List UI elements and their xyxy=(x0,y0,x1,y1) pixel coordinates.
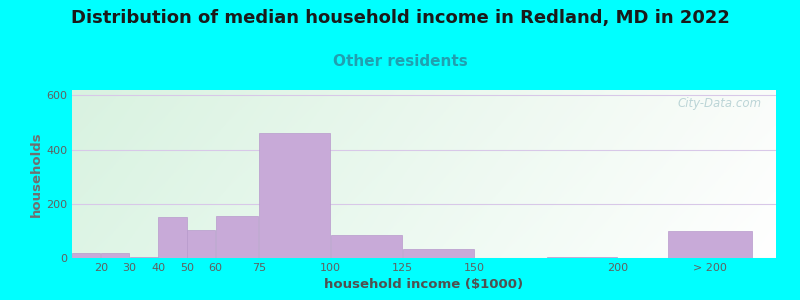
Text: City-Data.com: City-Data.com xyxy=(678,97,762,110)
Bar xyxy=(259,134,330,258)
Bar xyxy=(187,230,215,258)
Bar xyxy=(72,253,101,258)
Bar xyxy=(130,257,158,258)
Bar xyxy=(403,248,474,258)
Bar xyxy=(216,216,258,258)
Bar xyxy=(668,231,752,258)
Bar xyxy=(158,218,186,258)
Bar xyxy=(331,235,402,258)
X-axis label: household income ($1000): household income ($1000) xyxy=(325,278,523,291)
Y-axis label: households: households xyxy=(30,131,43,217)
Bar xyxy=(101,253,129,258)
Bar xyxy=(547,256,618,258)
Text: Distribution of median household income in Redland, MD in 2022: Distribution of median household income … xyxy=(70,9,730,27)
Text: Other residents: Other residents xyxy=(333,54,467,69)
